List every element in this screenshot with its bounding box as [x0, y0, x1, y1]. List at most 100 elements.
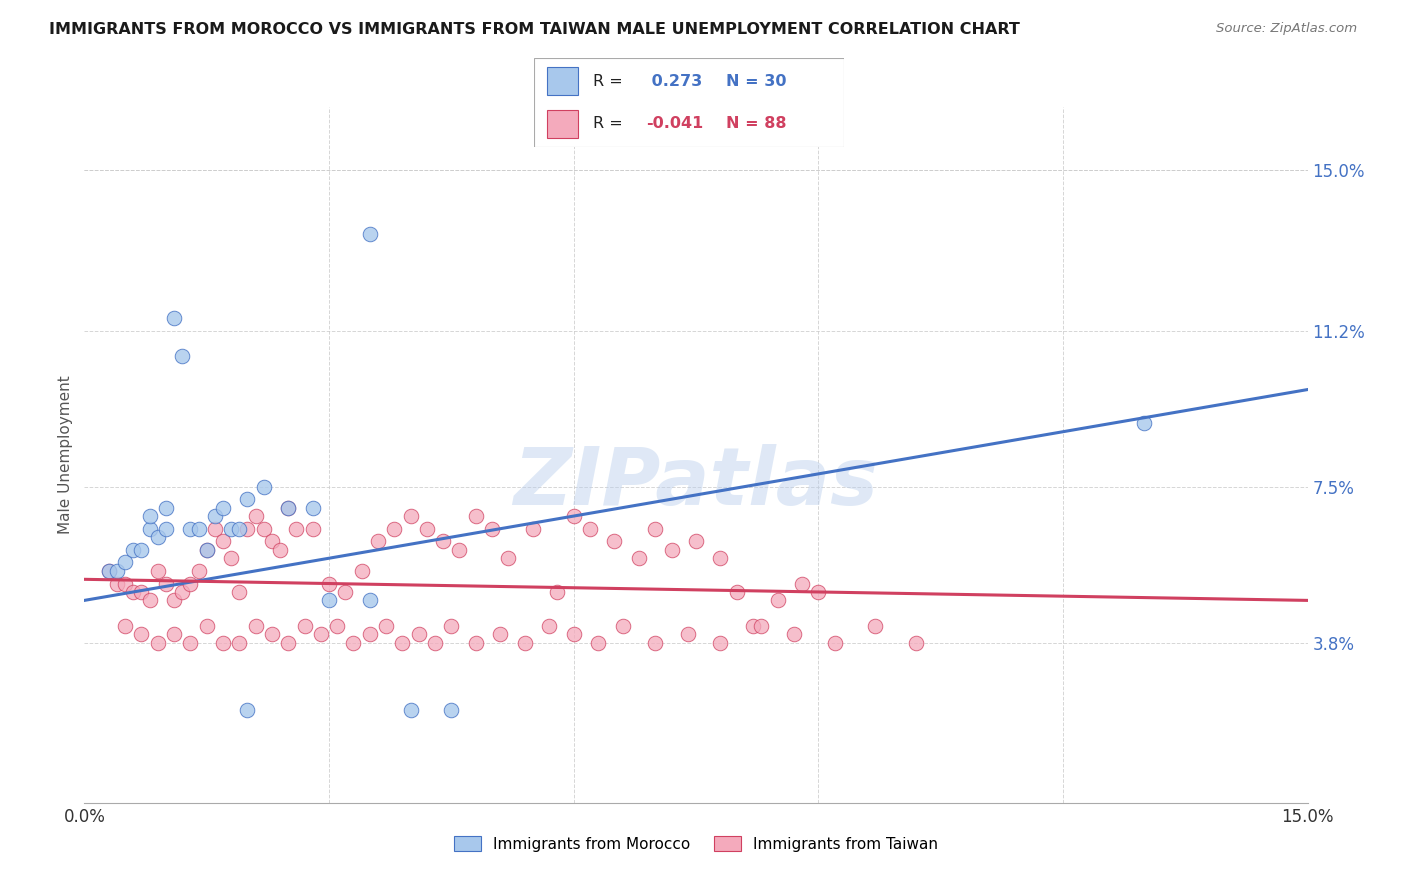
Point [464, 509, 486, 524]
Point [326, 618, 349, 632]
Point [342, 635, 364, 649]
Point [725, 585, 748, 599]
Text: R =: R = [593, 116, 623, 130]
Point [155, 500, 177, 515]
Point [1133, 417, 1156, 431]
Point [464, 635, 486, 649]
Point [146, 635, 169, 649]
Point [612, 618, 634, 632]
Point [865, 618, 887, 632]
Point [399, 703, 422, 717]
Point [709, 551, 731, 566]
Point [114, 576, 136, 591]
Point [228, 522, 250, 536]
Point [294, 618, 316, 632]
Point [408, 627, 430, 641]
Point [399, 509, 422, 524]
Point [195, 542, 218, 557]
Point [146, 530, 169, 544]
Legend: Immigrants from Morocco, Immigrants from Taiwan: Immigrants from Morocco, Immigrants from… [447, 830, 945, 858]
Point [391, 635, 413, 649]
Point [269, 542, 291, 557]
Point [236, 492, 259, 507]
Point [489, 627, 512, 641]
Point [187, 564, 209, 578]
Point [179, 522, 201, 536]
Point [562, 627, 585, 641]
Point [172, 585, 194, 599]
Point [155, 576, 177, 591]
Point [122, 585, 145, 599]
Point [114, 556, 136, 570]
Point [359, 627, 381, 641]
Point [131, 585, 153, 599]
Point [260, 534, 283, 549]
Text: R =: R = [593, 74, 623, 88]
Point [676, 627, 699, 641]
Text: ZIPatlas: ZIPatlas [513, 443, 879, 522]
Point [709, 635, 731, 649]
Y-axis label: Male Unemployment: Male Unemployment [58, 376, 73, 534]
Point [277, 500, 299, 515]
Point [219, 522, 242, 536]
Point [245, 509, 267, 524]
Point [204, 509, 226, 524]
Point [824, 635, 846, 649]
Point [131, 542, 153, 557]
Point [163, 593, 186, 607]
Point [586, 635, 609, 649]
Point [359, 593, 381, 607]
Point [245, 618, 267, 632]
Point [163, 310, 186, 325]
Point [538, 618, 561, 632]
FancyBboxPatch shape [547, 67, 578, 95]
Point [318, 576, 340, 591]
Point [219, 551, 242, 566]
Point [204, 522, 226, 536]
Point [277, 635, 299, 649]
Point [138, 593, 160, 607]
Point [522, 522, 544, 536]
Point [742, 618, 765, 632]
Point [546, 585, 568, 599]
Point [97, 564, 120, 578]
Point [685, 534, 707, 549]
Point [212, 534, 235, 549]
Point [790, 576, 813, 591]
Point [423, 635, 446, 649]
Point [749, 618, 772, 632]
Point [260, 627, 283, 641]
Point [375, 618, 398, 632]
Point [179, 635, 201, 649]
Point [498, 551, 520, 566]
Point [905, 635, 928, 649]
Text: N = 30: N = 30 [725, 74, 786, 88]
Point [277, 500, 299, 515]
Point [644, 522, 666, 536]
Point [301, 500, 323, 515]
Point [783, 627, 806, 641]
Point [114, 618, 136, 632]
Point [382, 522, 405, 536]
Point [236, 703, 259, 717]
Point [212, 500, 235, 515]
Point [562, 509, 585, 524]
Point [228, 635, 250, 649]
Point [432, 534, 454, 549]
Point [579, 522, 602, 536]
Point [195, 542, 218, 557]
Point [766, 593, 789, 607]
Point [285, 522, 308, 536]
FancyBboxPatch shape [534, 58, 844, 147]
Point [131, 627, 153, 641]
Point [309, 627, 332, 641]
Point [513, 635, 536, 649]
FancyBboxPatch shape [547, 110, 578, 138]
Point [236, 522, 259, 536]
Point [105, 576, 128, 591]
Text: 0.273: 0.273 [645, 74, 702, 88]
Point [97, 564, 120, 578]
Point [644, 635, 666, 649]
Point [318, 593, 340, 607]
Point [335, 585, 357, 599]
